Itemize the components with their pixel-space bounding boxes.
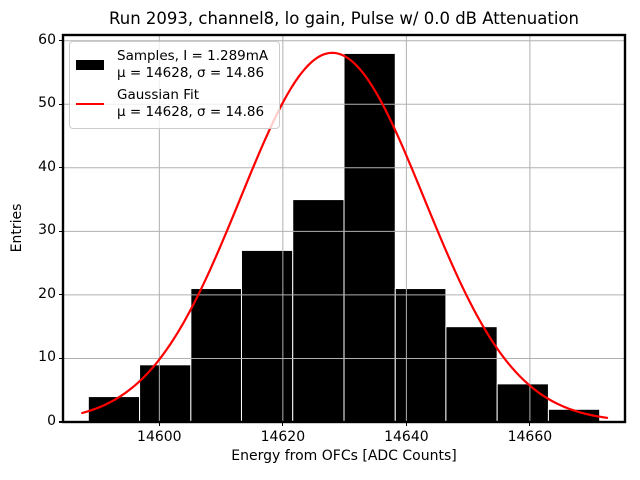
x-tick-label: 14600 (137, 429, 182, 445)
gaussian-fit-curve (81, 51, 609, 419)
axes-spines (61, 33, 627, 424)
x-tick-mark (529, 422, 531, 426)
y-tick-mark (59, 357, 63, 360)
x-tick-mark (282, 422, 284, 426)
histogram-bar (343, 52, 396, 423)
histogram-bar (496, 383, 549, 423)
y-tick-label: 10 (38, 349, 56, 366)
histogram-bar (445, 326, 498, 423)
x-axis-label: Energy from OFCs [ADC Counts] (231, 448, 457, 464)
legend-samples-label: Samples, I = 1.289mA (117, 48, 269, 64)
x-tick-mark (158, 422, 160, 426)
y-tick-mark (59, 167, 63, 169)
histogram-bar (190, 288, 242, 423)
histogram-bar (292, 199, 345, 423)
y-tick-mark (59, 421, 63, 423)
chart-title: Run 2093, channel8, lo gain, Pulse w/ 0.… (109, 9, 579, 28)
legend-samples-stats: μ = 14628, σ = 14.86 (117, 65, 265, 81)
x-tick-label: 14660 (507, 429, 553, 445)
histogram-bar (240, 249, 294, 423)
y-tick-mark (59, 103, 63, 105)
y-tick-label: 0 (47, 413, 56, 429)
histogram-bar (139, 364, 192, 423)
y-tick-mark (59, 40, 63, 42)
legend-fit-label: Gaussian Fit (117, 87, 200, 103)
x-tick-label: 14640 (384, 429, 429, 445)
legend-entry-samples: Samples, I = 1.289mA μ = 14628, σ = 14.8… (76, 48, 268, 82)
histogram-canvas (61, 33, 627, 424)
y-tick-mark (59, 230, 63, 232)
legend-entry-gaussian-fit: Gaussian Fit μ = 14628, σ = 14.86 (76, 87, 268, 121)
y-tick-label: 20 (38, 285, 56, 302)
y-tick-label: 50 (38, 95, 56, 112)
y-tick-mark (59, 294, 63, 296)
y-tick-label: 60 (38, 31, 56, 48)
samples-patch-swatch-icon (76, 60, 104, 70)
gaussian-fit-line-swatch-icon (76, 102, 104, 106)
y-tick-label: 30 (38, 222, 56, 239)
plot-area: Samples, I = 1.289mA μ = 14628, σ = 14.8… (61, 33, 627, 424)
x-tick-mark (405, 422, 407, 426)
x-tick-label: 14620 (260, 429, 306, 445)
y-tick-label: 40 (38, 158, 56, 175)
legend-fit-stats: μ = 14628, σ = 14.86 (117, 104, 265, 120)
histogram-bar (394, 288, 447, 423)
legend: Samples, I = 1.289mA μ = 14628, σ = 14.8… (69, 41, 281, 129)
